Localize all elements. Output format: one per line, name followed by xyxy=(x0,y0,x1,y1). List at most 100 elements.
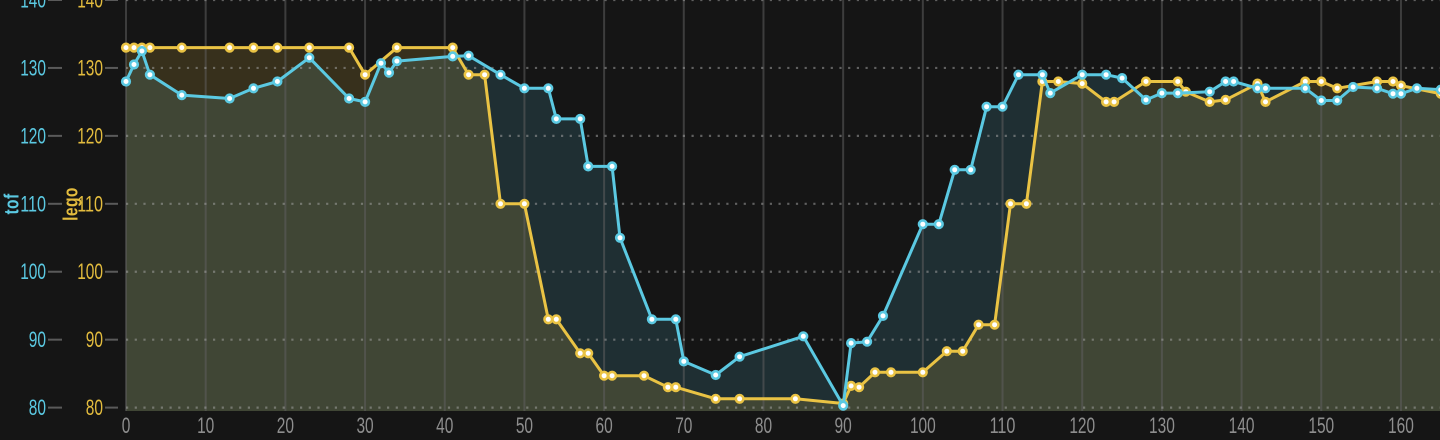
tof-point[interactable] xyxy=(304,52,315,63)
tof-point[interactable] xyxy=(375,58,387,69)
lego-point[interactable] xyxy=(670,382,681,393)
tof-point[interactable] xyxy=(1140,94,1152,105)
lego-point[interactable] xyxy=(1100,96,1112,107)
tof-point[interactable] xyxy=(606,161,618,172)
tof-point[interactable] xyxy=(1172,87,1183,99)
tof-point[interactable] xyxy=(734,351,745,362)
tof-point[interactable] xyxy=(463,50,474,61)
tof-point[interactable] xyxy=(670,314,681,325)
lego-point[interactable] xyxy=(495,198,506,209)
tof-point[interactable] xyxy=(176,89,187,101)
lego-point[interactable] xyxy=(479,69,490,80)
lego-point[interactable] xyxy=(128,42,140,53)
lego-point[interactable] xyxy=(1005,198,1016,209)
tof-point[interactable] xyxy=(344,93,355,104)
tof-point[interactable] xyxy=(583,161,594,172)
lego-point[interactable] xyxy=(869,367,881,378)
tof-point[interactable] xyxy=(1347,81,1359,93)
tof-point[interactable] xyxy=(543,83,554,94)
tof-point[interactable] xyxy=(845,338,857,349)
tof-point[interactable] xyxy=(519,83,530,94)
lego-point[interactable] xyxy=(1204,96,1215,107)
tof-point[interactable] xyxy=(495,69,506,80)
tof-point[interactable] xyxy=(1220,76,1231,87)
tof-point[interactable] xyxy=(838,400,849,411)
lego-point[interactable] xyxy=(1387,76,1399,87)
lego-point[interactable] xyxy=(662,382,674,393)
tof-point[interactable] xyxy=(1077,69,1088,80)
lego-point[interactable] xyxy=(120,42,132,53)
lego-point[interactable] xyxy=(1077,78,1088,89)
lego-point[interactable] xyxy=(1021,198,1032,209)
tof-point[interactable] xyxy=(917,219,928,230)
lego-point[interactable] xyxy=(1053,76,1064,87)
tof-point[interactable] xyxy=(1387,88,1399,99)
lego-point[interactable] xyxy=(598,370,610,381)
tof-point[interactable] xyxy=(1300,83,1311,94)
tof-point[interactable] xyxy=(224,93,235,104)
tof-point[interactable] xyxy=(1332,95,1343,106)
tof-point[interactable] xyxy=(1116,72,1128,84)
tof-point[interactable] xyxy=(360,96,371,107)
lego-point[interactable] xyxy=(344,42,355,53)
lego-point[interactable] xyxy=(272,42,283,53)
lego-point[interactable] xyxy=(224,42,235,53)
tof-point[interactable] xyxy=(861,336,873,347)
tof-point[interactable] xyxy=(1316,95,1327,106)
lego-point[interactable] xyxy=(583,348,594,359)
lego-point[interactable] xyxy=(248,42,259,53)
lego-point[interactable] xyxy=(1316,76,1327,87)
lego-point[interactable] xyxy=(853,382,865,393)
tof-point[interactable] xyxy=(965,164,976,175)
tof-point[interactable] xyxy=(678,356,689,367)
lego-point[interactable] xyxy=(575,348,586,359)
lego-point[interactable] xyxy=(941,346,952,357)
lego-point[interactable] xyxy=(845,380,857,392)
lego-point[interactable] xyxy=(304,42,315,53)
lego-point[interactable] xyxy=(1172,76,1183,87)
tof-point[interactable] xyxy=(1037,69,1048,80)
lego-point[interactable] xyxy=(606,370,618,381)
lego-point[interactable] xyxy=(176,42,187,53)
tof-point[interactable] xyxy=(575,113,586,124)
lego-point[interactable] xyxy=(447,42,458,53)
lego-point[interactable] xyxy=(885,367,897,378)
tof-point[interactable] xyxy=(551,113,562,124)
lego-point[interactable] xyxy=(638,370,650,381)
tof-point[interactable] xyxy=(1100,69,1112,80)
tof-point[interactable] xyxy=(1395,88,1407,99)
tof-point[interactable] xyxy=(614,232,626,243)
lego-point[interactable] xyxy=(710,393,721,404)
tof-point[interactable] xyxy=(272,76,283,87)
lego-point[interactable] xyxy=(734,393,745,404)
tof-point[interactable] xyxy=(391,55,403,67)
tof-point[interactable] xyxy=(1228,76,1239,87)
lego-point[interactable] xyxy=(1395,80,1407,91)
lego-point[interactable] xyxy=(989,319,1000,330)
tof-point[interactable] xyxy=(120,76,132,87)
lego-point[interactable] xyxy=(1260,96,1271,107)
lego-point[interactable] xyxy=(957,346,968,357)
lego-point[interactable] xyxy=(1108,96,1120,107)
tof-point[interactable] xyxy=(949,164,960,175)
tof-point[interactable] xyxy=(1204,86,1215,97)
lego-point[interactable] xyxy=(543,314,554,325)
tof-point[interactable] xyxy=(248,83,259,94)
tof-point[interactable] xyxy=(136,45,147,57)
tof-point[interactable] xyxy=(447,51,458,62)
lego-point[interactable] xyxy=(463,69,474,80)
tof-point[interactable] xyxy=(144,69,155,80)
tof-point[interactable] xyxy=(1156,87,1167,99)
lego-point[interactable] xyxy=(144,42,155,53)
lego-point[interactable] xyxy=(1140,76,1152,87)
tof-point[interactable] xyxy=(1411,83,1422,94)
tof-point[interactable] xyxy=(877,310,889,322)
lego-point[interactable] xyxy=(1332,83,1343,94)
tof-point[interactable] xyxy=(1045,87,1056,99)
tof-point[interactable] xyxy=(997,101,1008,112)
tof-point[interactable] xyxy=(798,331,809,342)
lego-point[interactable] xyxy=(790,393,801,404)
lego-point[interactable] xyxy=(973,319,984,330)
lego-point[interactable] xyxy=(917,367,928,378)
